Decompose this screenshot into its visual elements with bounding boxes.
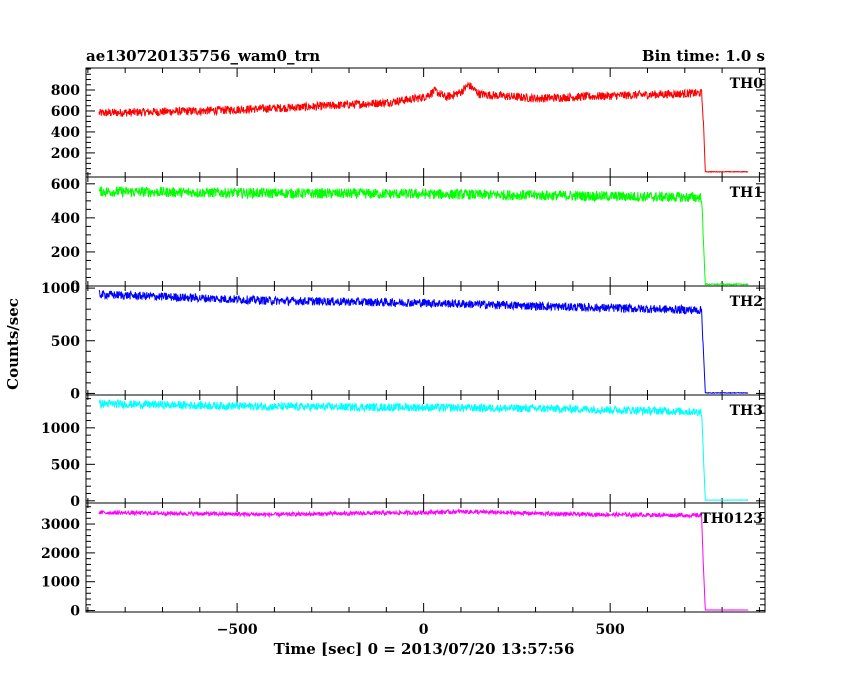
y-tick-label: 600 (51, 104, 80, 120)
y-tick-label: 400 (51, 125, 80, 141)
series-line-th3 (98, 398, 749, 501)
panel-th0123: 0 1000 2000 3000 TH0123 (41, 502, 766, 620)
series-line-th0 (98, 81, 749, 173)
bin-time-label: Bin time: 1.0 s (642, 47, 765, 65)
x-tick-label: 0 (419, 622, 429, 638)
panel-label: TH0 (730, 76, 764, 92)
y-tick-label: 400 (51, 211, 80, 227)
y-tick-label: 1000 (41, 421, 80, 437)
y-tick-label: 200 (51, 146, 80, 162)
y-tick-label: 1000 (41, 575, 80, 591)
y-tick-label: 500 (51, 457, 80, 473)
y-axis-label: Counts/sec (4, 298, 22, 390)
panel-th1: 0 200 400 600 TH1 (51, 176, 766, 295)
panel-label: TH1 (730, 185, 763, 201)
y-tick-label: 800 (51, 83, 80, 99)
y-tick-label: 0 (70, 494, 80, 510)
panel-label: TH0123 (700, 511, 763, 527)
panel-th3: 0 500 1000 TH3 (41, 394, 766, 510)
panel-th0: 200 400 600 800 TH0 (51, 67, 766, 178)
panel-frame (85, 67, 766, 178)
y-tick-label: 200 (51, 245, 80, 261)
x-axis-label: Time [sec] 0 = 2013/07/20 13:57:56 (274, 640, 575, 658)
x-tick-label: 500 (596, 622, 625, 638)
panel-th2: 0 500 1000 TH2 (41, 281, 766, 402)
panel-label: TH3 (730, 403, 763, 419)
y-tick-label: 2000 (41, 546, 80, 562)
series-line-th2 (98, 289, 749, 395)
series-line-th0123 (98, 508, 749, 611)
panel-frame (85, 502, 766, 613)
x-tick-label: −500 (217, 622, 258, 638)
y-tick-label: 0 (70, 386, 80, 402)
y-tick-label: 3000 (41, 517, 80, 533)
y-tick-label: 1000 (41, 281, 80, 297)
panel-label: TH2 (730, 294, 763, 310)
y-tick-label: 0 (70, 279, 80, 295)
y-tick-label: 500 (51, 334, 80, 350)
y-tick-label: 0 (70, 604, 80, 620)
y-tick-label: 600 (51, 177, 80, 193)
series-line-th1 (98, 185, 749, 287)
chart-title: ae130720135756_wam0_trn (86, 47, 320, 65)
